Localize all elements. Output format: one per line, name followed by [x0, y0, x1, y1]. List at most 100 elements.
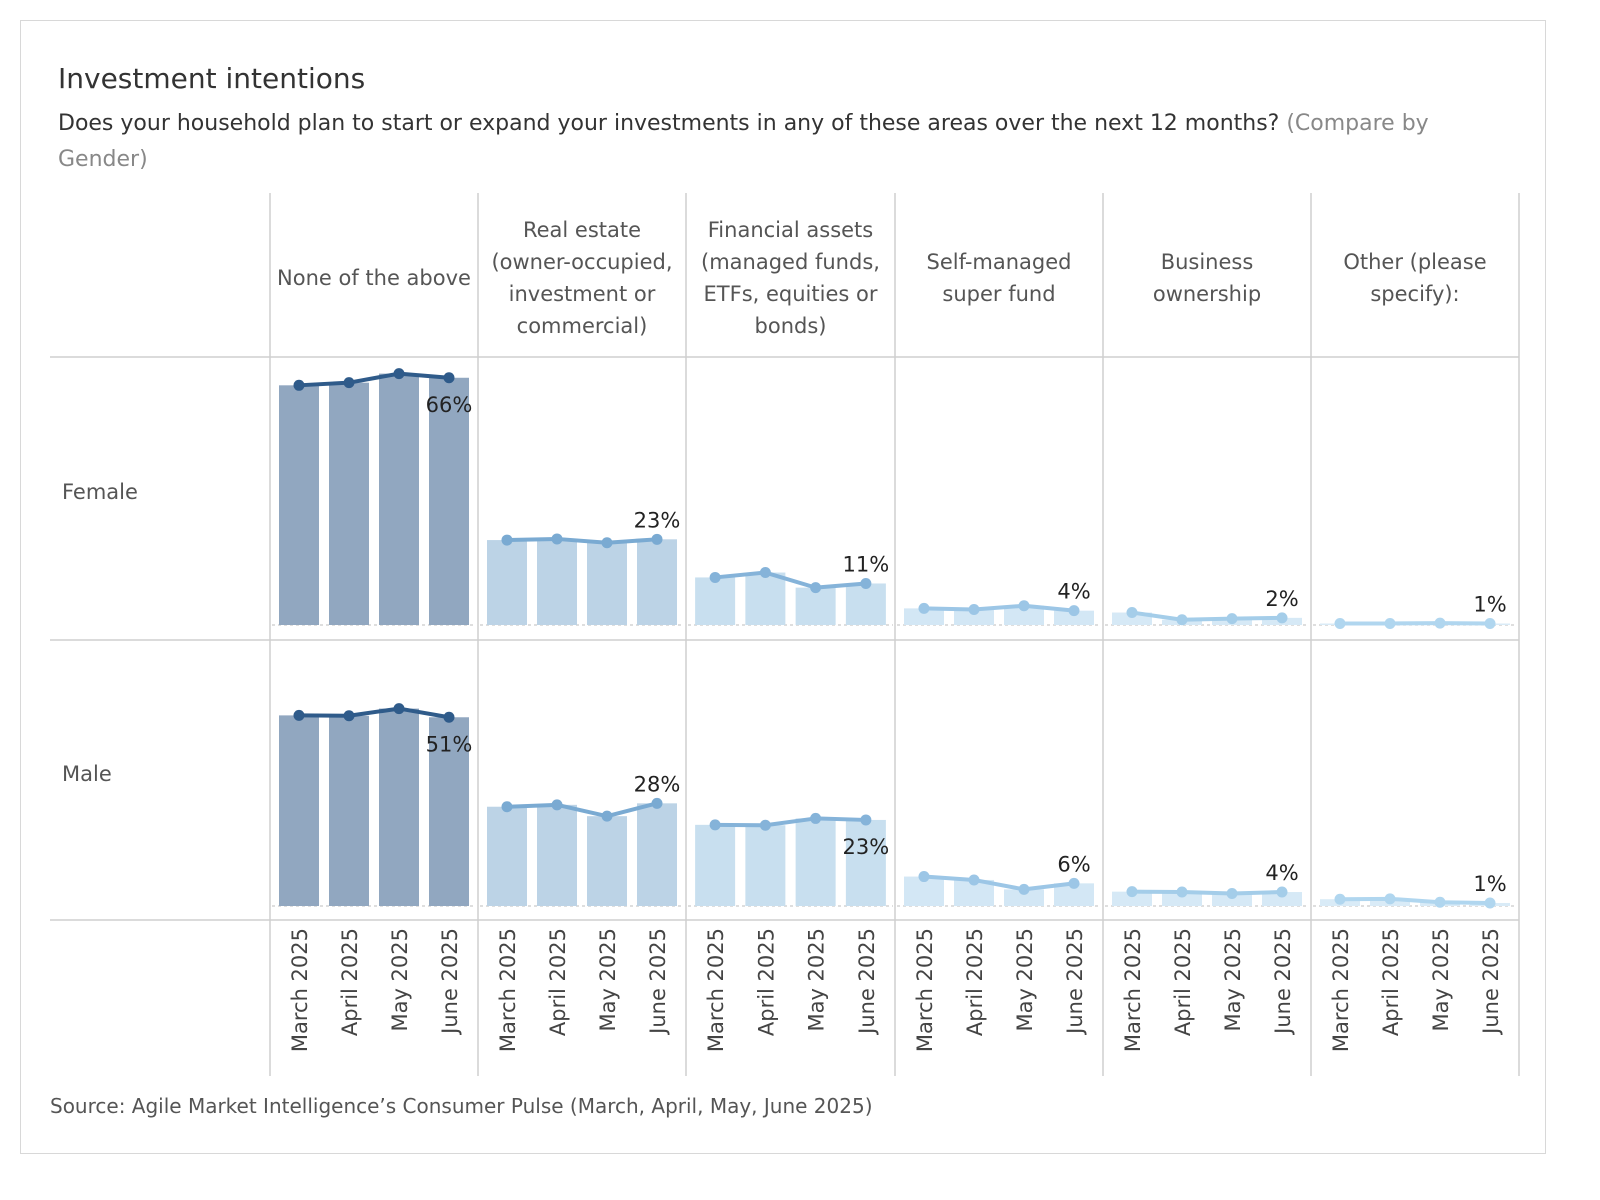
bar — [587, 816, 627, 906]
bar — [537, 538, 577, 625]
x-tick-label: June 2025 — [1271, 928, 1295, 1036]
line-point — [968, 874, 980, 886]
bar — [279, 385, 319, 625]
bar — [537, 804, 577, 906]
x-tick-label: May 2025 — [805, 928, 829, 1032]
bar — [1004, 889, 1044, 906]
bar — [487, 806, 527, 906]
line-point — [1484, 897, 1496, 909]
x-tick-label: June 2025 — [1063, 928, 1087, 1036]
line-point — [1226, 613, 1238, 625]
subtitle-compare-note: (Compare by Gender) — [58, 111, 1429, 172]
x-tick-label: April 2025 — [1171, 928, 1195, 1036]
chart-frame — [20, 20, 1546, 1154]
line-point — [1334, 617, 1346, 629]
line-point — [651, 533, 663, 545]
line-point — [1126, 886, 1138, 898]
line-point — [293, 379, 305, 391]
data-label: 23% — [634, 508, 681, 532]
bar — [795, 587, 836, 625]
bar — [845, 583, 886, 625]
line-point — [1276, 886, 1288, 898]
bar — [1054, 883, 1094, 906]
line-point — [601, 810, 613, 822]
data-label: 2% — [1265, 587, 1298, 611]
series-line — [713, 570, 868, 590]
line-point — [709, 819, 721, 831]
bar — [695, 577, 736, 625]
bar — [429, 717, 469, 906]
line-point — [1126, 607, 1138, 619]
bar — [379, 708, 419, 906]
bar — [1212, 893, 1252, 906]
line-point — [343, 377, 355, 389]
bar — [329, 715, 369, 906]
line-point — [1334, 893, 1346, 905]
line-point — [1018, 600, 1030, 612]
x-tick-label: March 2025 — [288, 928, 312, 1052]
line-point — [1384, 893, 1396, 905]
data-label: 1% — [1473, 592, 1506, 616]
bar — [279, 715, 319, 906]
column-header-line: None of the above — [277, 266, 471, 290]
line-point — [443, 711, 455, 723]
bar — [745, 825, 786, 906]
x-tick-label: May 2025 — [596, 928, 620, 1032]
line-point — [1226, 888, 1238, 900]
data-label: 28% — [634, 772, 681, 796]
line-point — [1068, 605, 1080, 617]
column-header-line: Self-managed — [927, 250, 1072, 274]
data-label: 1% — [1473, 872, 1506, 896]
bar — [1262, 892, 1302, 906]
bar — [637, 539, 677, 625]
column-header-line: investment or — [509, 282, 656, 306]
x-tick-label: May 2025 — [1221, 928, 1245, 1032]
x-tick-label: April 2025 — [754, 928, 778, 1036]
line-point — [1018, 883, 1030, 895]
x-tick-label: March 2025 — [913, 928, 937, 1052]
line-point — [551, 533, 563, 545]
x-tick-label: May 2025 — [1013, 928, 1037, 1032]
column-header-line: ownership — [1153, 282, 1261, 306]
data-label: 11% — [843, 552, 890, 576]
series-line — [1338, 896, 1492, 905]
line-point — [759, 819, 771, 831]
series-line — [297, 371, 451, 388]
x-tick-label: June 2025 — [438, 928, 462, 1036]
series-line — [297, 706, 451, 720]
x-tick-label: June 2025 — [646, 928, 670, 1036]
series-line — [713, 816, 868, 828]
line-point — [343, 710, 355, 722]
line-point — [918, 871, 930, 883]
line-point — [501, 801, 513, 813]
line-point — [810, 812, 822, 824]
line-point — [1434, 617, 1446, 629]
column-header-line: (managed funds, — [701, 250, 880, 274]
line-point — [1068, 877, 1080, 889]
line-point — [860, 577, 872, 589]
x-tick-label: June 2025 — [1479, 928, 1503, 1036]
column-header-line: bonds) — [755, 314, 827, 338]
x-tick-label: April 2025 — [338, 928, 362, 1036]
row-label: Male — [62, 762, 112, 786]
x-tick-label: April 2025 — [1379, 928, 1403, 1036]
series-line — [1130, 889, 1284, 896]
column-header-line: Other (please — [1343, 250, 1486, 274]
x-tick-label: March 2025 — [1121, 928, 1145, 1052]
source-note: Source: Agile Market Intelligence’s Cons… — [50, 1094, 873, 1118]
data-label: 66% — [426, 393, 473, 417]
series-line — [505, 801, 659, 819]
line-point — [1176, 614, 1188, 626]
data-label: 6% — [1057, 852, 1090, 876]
bar — [429, 377, 469, 625]
line-point — [918, 602, 930, 614]
line-point — [709, 571, 721, 583]
bar — [795, 818, 836, 906]
row-label: Female — [62, 480, 138, 504]
line-point — [651, 797, 663, 809]
line-point — [968, 604, 980, 616]
bar — [845, 819, 886, 906]
x-tick-label: March 2025 — [1329, 928, 1353, 1052]
x-tick-label: April 2025 — [546, 928, 570, 1036]
